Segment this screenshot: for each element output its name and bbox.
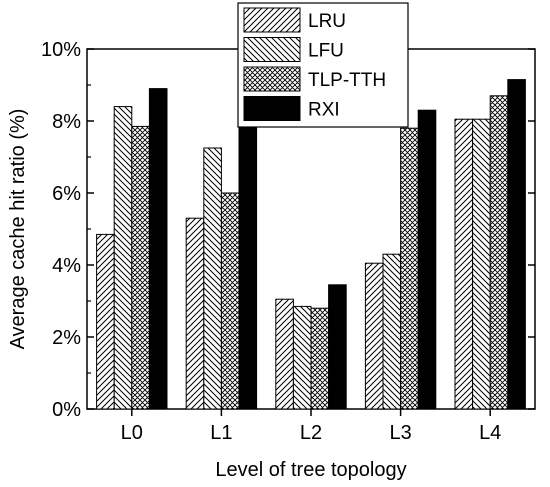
bar-rxi-l2 bbox=[328, 284, 347, 410]
y-tick-label: 2% bbox=[52, 327, 81, 349]
bar-lfu-l1 bbox=[203, 147, 222, 410]
y-axis-title: Average cache hit ratio (%) bbox=[7, 109, 29, 350]
bar-tlp-tth-l1 bbox=[220, 192, 240, 410]
bar-series-group bbox=[96, 79, 526, 410]
legend-label-rxi: RXI bbox=[308, 100, 340, 121]
legend-swatch-rxi bbox=[243, 96, 301, 121]
x-tick-label: L3 bbox=[389, 422, 411, 444]
bar-tlp-tth-l0 bbox=[131, 125, 150, 410]
x-tick-label: L4 bbox=[479, 422, 501, 444]
legend-swatch-lru bbox=[243, 7, 301, 33]
bar-lru-l1 bbox=[185, 217, 205, 410]
bar-rxi-l0 bbox=[148, 88, 168, 410]
bar-lfu-l4 bbox=[472, 118, 491, 410]
legend-swatch-tlp-tth bbox=[243, 66, 301, 92]
bar-rxi-l3 bbox=[417, 109, 437, 410]
y-tick-label: 6% bbox=[52, 183, 81, 205]
bar-lru-l3 bbox=[364, 262, 384, 410]
bar-rxi-l1 bbox=[238, 125, 258, 410]
bar-lfu-l2 bbox=[292, 305, 312, 410]
bar-lfu-l3 bbox=[382, 253, 402, 410]
x-tick-label: L1 bbox=[210, 422, 232, 444]
bar-tlp-tth-l4 bbox=[489, 95, 509, 410]
x-axis-title: Level of tree topology bbox=[215, 459, 406, 481]
y-tick-label: 8% bbox=[52, 111, 81, 133]
y-tick-label: 10% bbox=[41, 39, 81, 61]
legend: LRU LFU TLP-TTH RXI bbox=[237, 2, 409, 128]
legend-label-lru: LRU bbox=[308, 11, 346, 32]
bar-tlp-tth-l2 bbox=[310, 307, 330, 410]
legend-label-lfu: LFU bbox=[308, 41, 344, 62]
bar-lfu-l0 bbox=[113, 106, 133, 410]
bar-tlp-tth-l3 bbox=[400, 127, 419, 410]
x-axis: L0 L1 L2 L3 L4 bbox=[121, 409, 501, 444]
y-tick-label: 4% bbox=[52, 255, 81, 277]
bar-rxi-l4 bbox=[507, 79, 526, 410]
legend-label-tlp-tth: TLP-TTH bbox=[308, 70, 386, 91]
y-axis: 0% 2% 4% 6% 8% 10% bbox=[41, 39, 535, 421]
bar-lru-l0 bbox=[96, 233, 115, 410]
x-tick-label: L0 bbox=[121, 422, 143, 444]
y-tick-label: 0% bbox=[52, 399, 81, 421]
bar-lru-l2 bbox=[275, 298, 294, 410]
x-tick-label: L2 bbox=[300, 422, 322, 444]
legend-swatch-lfu bbox=[243, 37, 301, 62]
bar-lru-l4 bbox=[454, 118, 474, 410]
